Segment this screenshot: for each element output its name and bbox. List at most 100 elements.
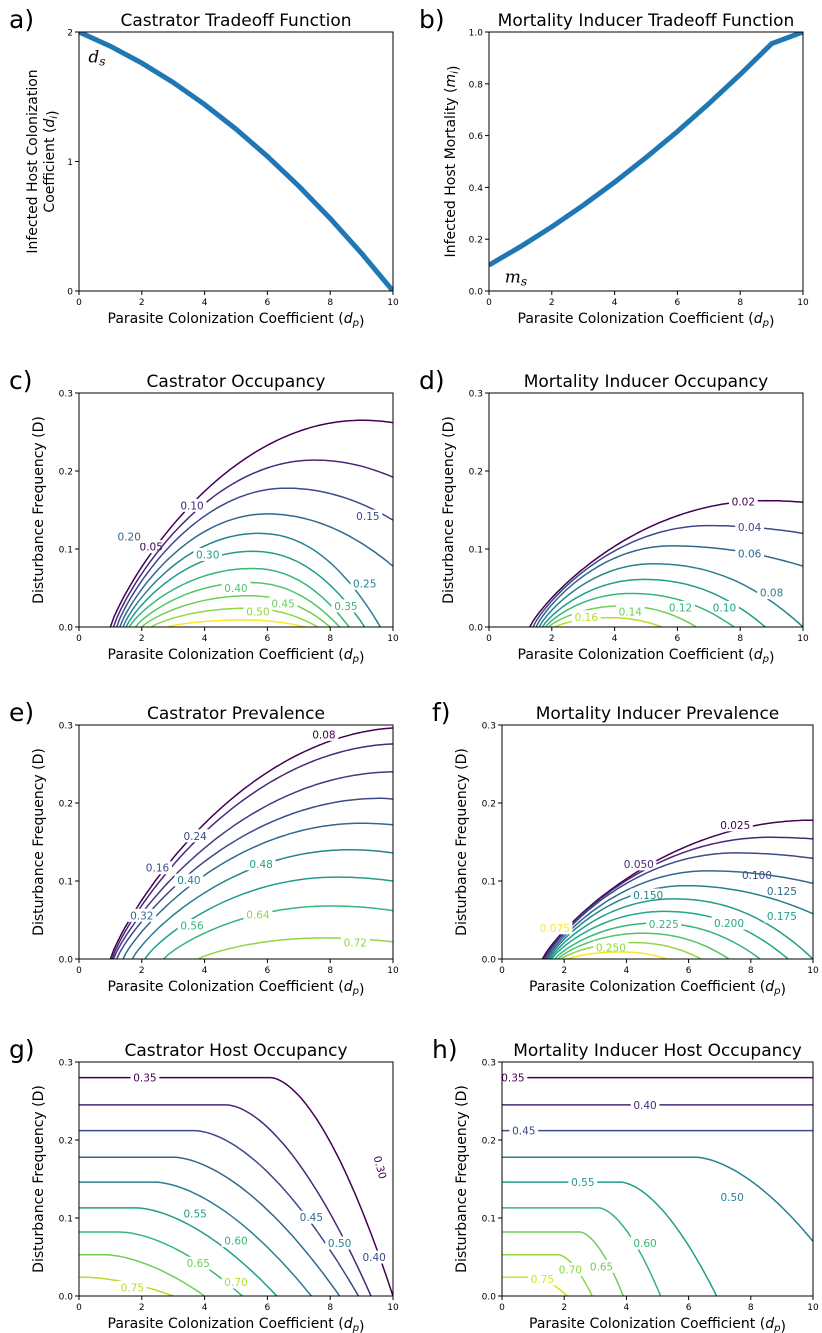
contour-line-3	[546, 870, 813, 959]
y-tick-label: 0.3	[59, 722, 73, 732]
y-tick-label: 0.1	[469, 546, 483, 556]
contour-label-8-1: 0.75	[117, 1280, 147, 1294]
y-tick-label: 0.2	[482, 800, 496, 810]
x-tick-label: 8	[327, 966, 333, 976]
contour-label-4-0: 0.55	[568, 1175, 598, 1189]
chart-title: Mortality Inducer Occupancy	[524, 372, 769, 392]
panel-label: b)	[419, 5, 445, 34]
contour-line-6	[128, 567, 350, 627]
chart-panel-0: ds 0 2 4 6 8 10 0 1 2 Castrator Tradeoff Function a…	[9, 5, 399, 330]
contour-label-2-0: 0.15	[353, 509, 383, 523]
x-tick-label: 4	[202, 298, 208, 308]
contour-label: 0.45	[512, 1126, 535, 1138]
contour-label-4-0: 0.25	[350, 576, 380, 590]
contour-line-10	[166, 619, 306, 627]
y-tick-label: 0.0	[482, 956, 497, 966]
contour-label: 0.64	[246, 910, 270, 922]
contour-label: 0.10	[713, 603, 736, 615]
contour-label: 0.24	[183, 831, 207, 843]
contour-label-bg	[127, 908, 157, 922]
contour-label-bg	[221, 1275, 251, 1289]
x-tick-label: 10	[797, 298, 809, 308]
x-axis-label: Parasite Colonization Coefficient (dp)	[108, 1316, 365, 1333]
plot-area: 0.35 0.40 0.45 0.50 0.55 0.60 0.65 0.70 0.75 0.30	[79, 1071, 393, 1296]
y-tick-label: 0.1	[59, 546, 73, 556]
contour-label: 0.30	[196, 549, 219, 561]
y-axis-label: Infected Host Mortality (mi)	[443, 66, 462, 258]
contour-label-4-0: 0.150	[630, 888, 666, 902]
contour-label: 0.175	[767, 911, 797, 923]
contour-label-bg	[711, 916, 747, 930]
contour-line-4	[502, 1181, 718, 1296]
contour-label: 0.08	[760, 588, 783, 600]
contour-label-bg	[735, 520, 765, 534]
x-tick-label: 2	[139, 966, 145, 976]
contour-label-bg	[556, 1262, 585, 1276]
contour-label-bg	[243, 908, 273, 922]
chart-panel-4: 0.080.160.240.320.400.480.560.640.720 2 4 6…	[9, 698, 399, 998]
contour-label-3-0: 0.08	[757, 586, 786, 600]
chart-title: Mortality Inducer Host Occupancy	[513, 1041, 802, 1061]
contour-label-7-0: 0.56	[177, 918, 207, 932]
y-axis-label: Disturbance Frequency (D)	[31, 1085, 47, 1273]
contour-label-bg	[717, 1190, 747, 1204]
contour-label-bg	[193, 547, 223, 561]
contour-label-bg	[370, 1151, 391, 1183]
contour-label-bg	[717, 818, 753, 832]
contour-line-3	[116, 797, 393, 959]
contour-label-bg	[114, 530, 144, 544]
contour-line-3	[119, 513, 393, 627]
axes-frame	[488, 392, 804, 628]
contour-label: 0.60	[224, 1236, 247, 1248]
contour-label-bg	[130, 1071, 160, 1085]
x-tick-label: 4	[202, 966, 208, 976]
contour-label: 0.14	[619, 606, 643, 618]
contour-label-3-1: 0.24	[180, 829, 210, 843]
x-tick-label: 10	[387, 298, 399, 308]
contour-label-2-0: 0.06	[735, 547, 765, 561]
panel-label: e)	[9, 698, 34, 727]
y-tick-label: 0.3	[59, 1059, 73, 1069]
contour-line-3	[502, 1156, 813, 1242]
contour-label-bg	[180, 829, 210, 843]
contour-label-bg	[630, 888, 666, 902]
contour-label-bg	[735, 547, 765, 561]
contour-label-8-0: 0.70	[221, 1275, 251, 1289]
chart-panel-2: 0.050.100.150.200.250.300.350.400.450.50…	[9, 366, 399, 666]
chart-panel-1: ms 0 2 4 6 8 10 0.0 0.2 0.4 0.6 0.8 1.0 Mortality Ind…	[419, 5, 809, 330]
contour-label: 0.56	[180, 920, 204, 932]
contour-label: 0.10	[180, 500, 203, 512]
plot-area: 0.35 0.40 0.45 0.50 0.55 0.60 0.65 0.70 0.75	[502, 1071, 813, 1296]
contour-line-3	[79, 1156, 341, 1296]
contour-line-7	[79, 1253, 206, 1296]
contour-label-bg	[764, 909, 800, 923]
contour-label-bg	[537, 921, 573, 935]
contour-line-10	[567, 951, 668, 959]
contour-label-bg	[666, 601, 695, 614]
contour-label-7-0: 0.16	[571, 610, 601, 624]
x-tick-label: 8	[737, 298, 743, 308]
contour-label: 0.70	[224, 1277, 247, 1289]
contour-line-7	[554, 616, 662, 627]
x-tick-label: 6	[686, 966, 692, 976]
contour-line-5	[125, 550, 366, 627]
contour-label-bg	[268, 597, 298, 611]
contour-label-5-0: 0.55	[180, 1206, 210, 1220]
contour-label-bg	[353, 509, 383, 523]
panel-label: g)	[9, 1035, 35, 1064]
contour-line-4	[547, 884, 813, 959]
x-tick-label: 4	[612, 634, 618, 644]
y-tick-label: 0.8	[469, 80, 484, 90]
contour-label: 0.55	[571, 1177, 594, 1189]
contour-label-bg	[568, 1175, 598, 1189]
contour-label-bg	[593, 940, 629, 954]
plot-area: 0.025 0.050 0.100 0.125 0.150 0.175 0.200 0.225…	[537, 818, 813, 959]
contour-label: 0.06	[738, 549, 762, 561]
y-tick-label: 0.0	[469, 288, 484, 298]
contour-label-0-0: 0.02	[728, 494, 758, 508]
plot-area	[79, 32, 393, 291]
x-tick-label: 4	[612, 298, 618, 308]
y-axis-label-line1: Infected Host Colonization	[25, 69, 41, 253]
y-tick-label: 0	[67, 288, 73, 298]
contour-label-5-0: 0.40	[174, 873, 204, 887]
